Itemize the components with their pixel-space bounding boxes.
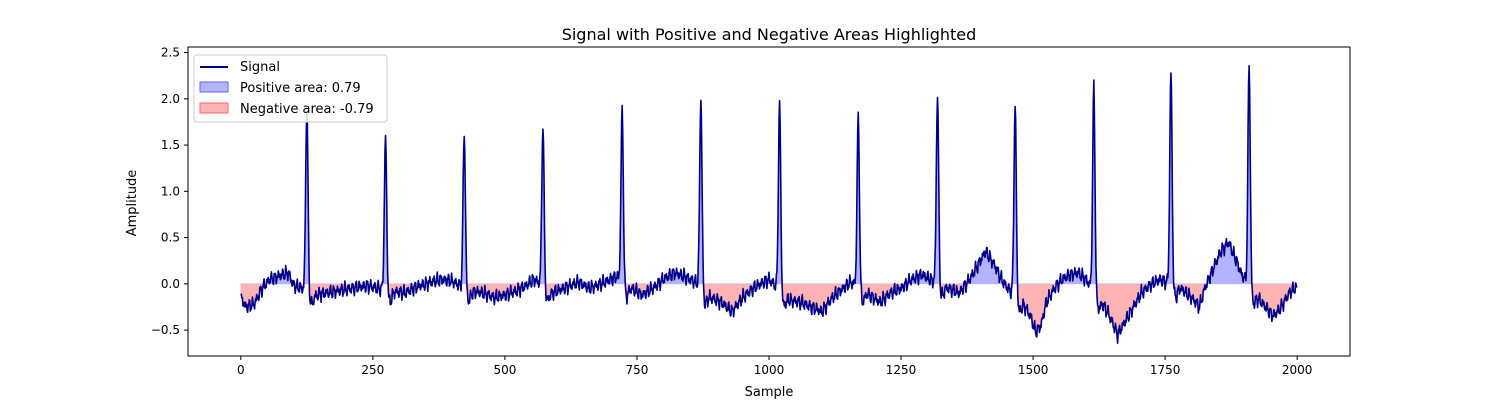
x-axis: 0 250 500 750 1000 1250 1500 1750 2000	[237, 356, 1312, 377]
x-tick-label: 0	[237, 363, 245, 377]
x-tick-label: 1250	[886, 363, 917, 377]
x-tick-label: 250	[361, 363, 384, 377]
y-tick-label: 0.5	[161, 231, 180, 245]
legend-positive-swatch	[199, 81, 229, 93]
y-tick-label: 1.5	[161, 138, 180, 152]
x-tick-label: 1500	[1018, 363, 1049, 377]
legend-negative-label: Negative area: -0.79	[240, 102, 374, 117]
legend: Signal Positive area: 0.79 Negative area…	[193, 54, 388, 123]
x-tick-label: 2000	[1282, 363, 1313, 377]
x-tick-label: 500	[493, 363, 516, 377]
chart-title: Signal with Positive and Negative Areas …	[562, 25, 977, 44]
y-axis-label: Amplitude	[125, 170, 140, 237]
y-axis: −0.5 0.0 0.5 1.0 1.5 2.0 2.5	[151, 46, 188, 337]
y-tick-label: 1.0	[161, 184, 180, 198]
legend-positive-label: Positive area: 0.79	[240, 81, 361, 96]
x-tick-label: 1000	[754, 363, 785, 377]
x-tick-label: 750	[626, 363, 649, 377]
signal-line	[240, 64, 1298, 345]
y-tick-label: 2.5	[161, 46, 180, 60]
legend-signal-label: Signal	[240, 60, 280, 75]
legend-frame	[193, 54, 388, 123]
legend-negative-swatch	[199, 102, 229, 114]
y-tick-label: 0.0	[161, 277, 180, 291]
y-tick-label: 2.0	[161, 92, 180, 106]
y-tick-label: −0.5	[151, 323, 180, 337]
x-axis-label: Sample	[745, 385, 794, 400]
plot-area	[240, 64, 1298, 345]
x-tick-label: 1750	[1150, 363, 1181, 377]
